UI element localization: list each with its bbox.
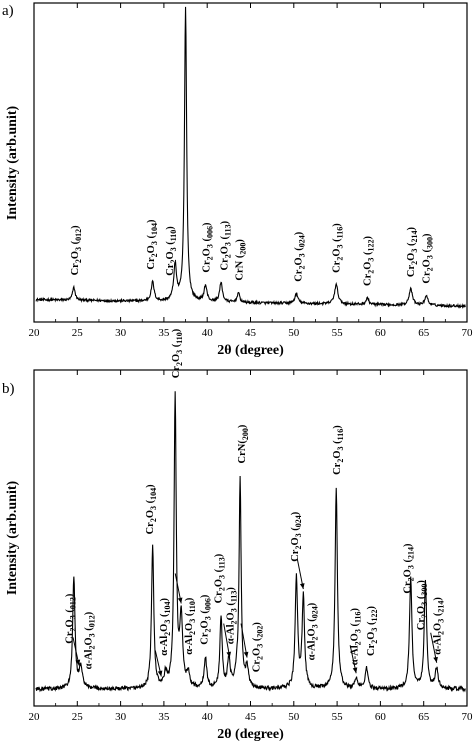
x-tick-label: 50: [288, 327, 300, 339]
y-axis-label: Intensity (arb.unit): [5, 105, 20, 220]
peak-annotation: α-Al2O3 (110): [184, 597, 197, 655]
peak-annotation: Cr2O3 (214): [402, 543, 415, 594]
x-tick-label: 45: [245, 711, 257, 723]
peak-annotation: α-Al2O3 (214): [433, 597, 446, 655]
arrow-head-icon: [352, 667, 358, 674]
x-tick-label: 50: [288, 711, 300, 723]
peak-annotation: Cr2O3 (104): [145, 484, 158, 535]
x-tick-label: 60: [375, 711, 387, 723]
peak-annotation: Cr2O3 (024): [293, 231, 306, 282]
x-axis-label: 2θ (degree): [217, 343, 284, 358]
x-tick-label: 30: [115, 327, 127, 339]
x-tick-label: 55: [332, 711, 344, 723]
arrow-head-icon: [433, 656, 438, 663]
arrow-head-icon: [243, 651, 249, 658]
x-tick-label: 65: [418, 711, 430, 723]
xrd-pattern-line: [35, 6, 466, 309]
panel-b: 20 25 30 35 40 45 50 55 60 65 70 2θ (degree) Intensi…: [2, 328, 473, 742]
panel-label: a): [2, 3, 14, 19]
x-tick-label: 40: [202, 711, 214, 723]
x-tick-label: 25: [72, 327, 84, 339]
peak-annotation: CrN (200): [234, 239, 247, 281]
x-tick-label: 35: [158, 327, 170, 339]
peak-annotation: Cr2O3 (110): [165, 226, 178, 276]
panel-a: 20 25 30 35 40 45 50 55 60 65 70 2θ (degree) Intensi…: [2, 2, 474, 358]
peak-annotation: Cr2O3 (113): [220, 220, 233, 270]
arrow-head-icon: [226, 651, 232, 658]
peak-annotation: CrN(200): [237, 424, 250, 463]
arrow-head-icon: [75, 659, 81, 666]
peak-annotation: Cr2O3 (300): [421, 233, 434, 284]
x-tick-label: 70: [462, 711, 474, 723]
peak-annotation: Cr2O3 (024): [290, 511, 303, 562]
peak-annotation: Cr2O3 (122): [366, 605, 379, 656]
peak-annotation: Cr2O3 (214): [406, 227, 419, 278]
y-axis-label: Intensity (arb.unit): [5, 480, 20, 595]
peak-annotation: Cr2O3 (006): [200, 594, 213, 645]
x-tick-label: 30: [115, 711, 127, 723]
peak-annotation: α-Al2O3 (116): [350, 607, 363, 665]
arrow-line: [240, 623, 248, 658]
x-axis-label: 2θ (degree): [217, 727, 284, 742]
peak-annotation: Cr2O3 (110): [171, 328, 184, 378]
peak-annotation: Cr2O3 (012): [65, 593, 78, 644]
peak-annotation: Cr2O3 (113): [214, 553, 227, 603]
x-tick-label: 20: [29, 327, 41, 339]
arrow-head-icon: [177, 597, 183, 604]
x-tick-label: 55: [332, 327, 344, 339]
arrow-head-icon: [299, 583, 305, 590]
x-tick-label: 25: [72, 711, 84, 723]
peak-annotation: Cr2O3 (006): [202, 222, 215, 273]
peak-annotation: Cr2O3 (300): [416, 580, 429, 631]
x-tick-label: 45: [245, 327, 257, 339]
peak-annotation: α-Al2O3 (024): [306, 602, 319, 660]
x-tick-label: 35: [158, 711, 170, 723]
x-tick-label: 40: [202, 327, 214, 339]
plot-frame: [33, 2, 468, 323]
x-tick-label: 70: [462, 327, 474, 339]
peak-annotation: Cr2O3 (122): [363, 235, 376, 286]
x-tick-label: 20: [29, 711, 41, 723]
x-tick-label: 60: [375, 327, 387, 339]
peak-annotation: α-Al2O3 (113): [226, 587, 239, 645]
arrow-head-icon: [157, 670, 163, 677]
peak-annotation: Cr2O3 (116): [332, 425, 345, 475]
peak-annotation: Cr2O3 (202): [252, 622, 265, 673]
peak-annotation: Cr2O3 (012): [70, 225, 83, 276]
peak-annotation: α-Al2O3 (012): [84, 611, 97, 669]
x-tick-label: 65: [418, 327, 430, 339]
xrd-pattern-line: [35, 391, 466, 693]
panel-label: b): [2, 381, 15, 397]
peak-annotation: Cr2O3 (116): [331, 223, 344, 273]
peak-annotation: Cr2O3 (104): [146, 219, 159, 270]
peak-annotation: α-Al2O3 (104): [159, 598, 172, 656]
arrow-line: [223, 623, 231, 658]
plot-frame: [33, 369, 468, 707]
